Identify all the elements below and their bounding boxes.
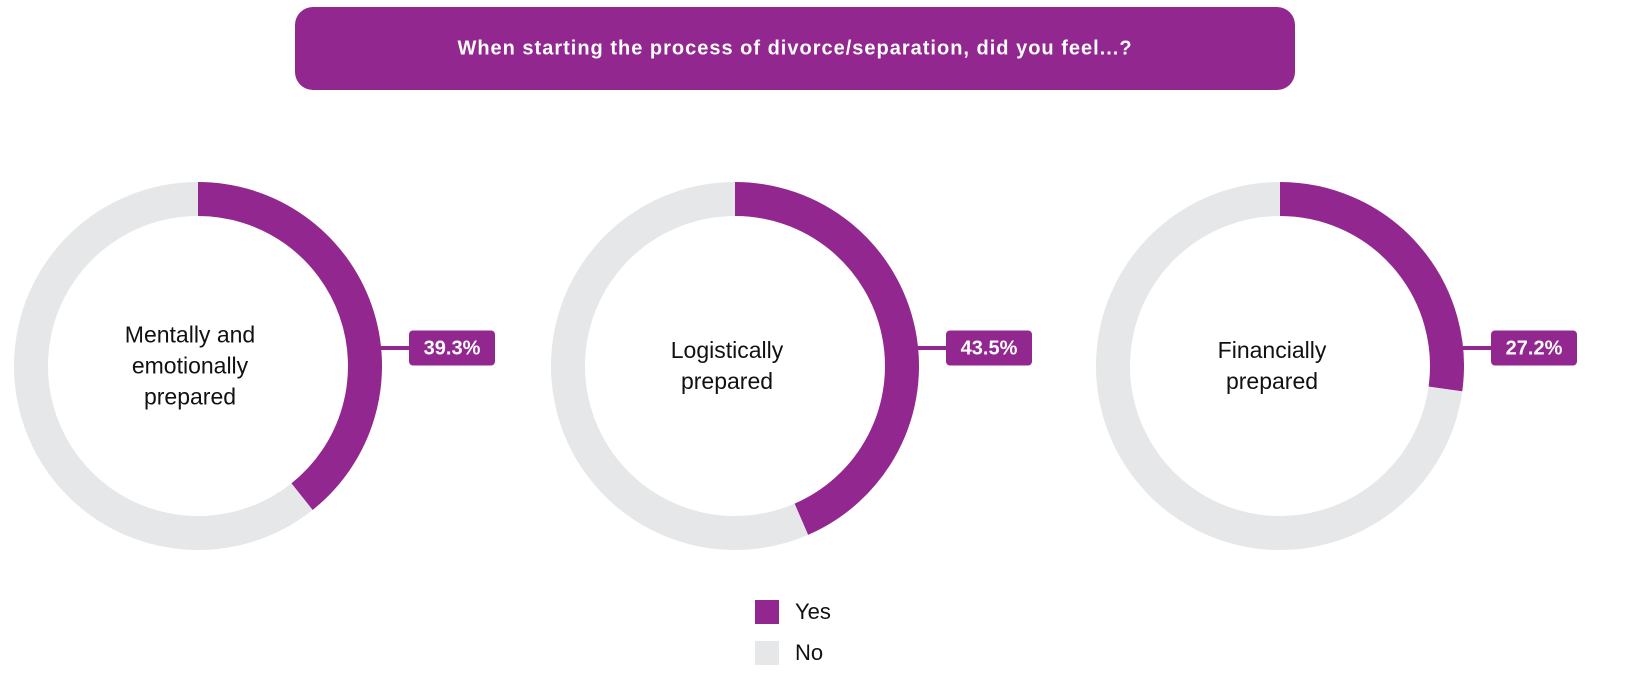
legend-label: No xyxy=(795,640,823,665)
chart-title: When starting the process of divorce/sep… xyxy=(457,37,1132,59)
value-label: 43.5% xyxy=(961,337,1018,359)
legend-label: Yes xyxy=(795,599,831,624)
donut-label: Logistically prepared xyxy=(670,337,784,394)
donut-slice xyxy=(197,182,382,510)
donut-slice xyxy=(551,182,809,550)
donut-slice xyxy=(734,182,919,535)
value-label-box xyxy=(946,330,1032,366)
donut-slice xyxy=(14,182,313,550)
value-label-box xyxy=(1491,330,1577,366)
legend-swatch xyxy=(755,641,779,665)
value-label: 39.3% xyxy=(424,337,481,359)
donut-label: Financially prepared xyxy=(1217,337,1327,394)
donut-label: Mentally and emotionally prepared xyxy=(124,321,256,410)
value-label-box xyxy=(409,330,495,366)
donut-slice xyxy=(1096,182,1463,550)
donut-slice xyxy=(1279,182,1464,392)
title-box xyxy=(295,7,1295,90)
value-label: 27.2% xyxy=(1506,337,1563,359)
legend-swatch xyxy=(755,600,779,624)
